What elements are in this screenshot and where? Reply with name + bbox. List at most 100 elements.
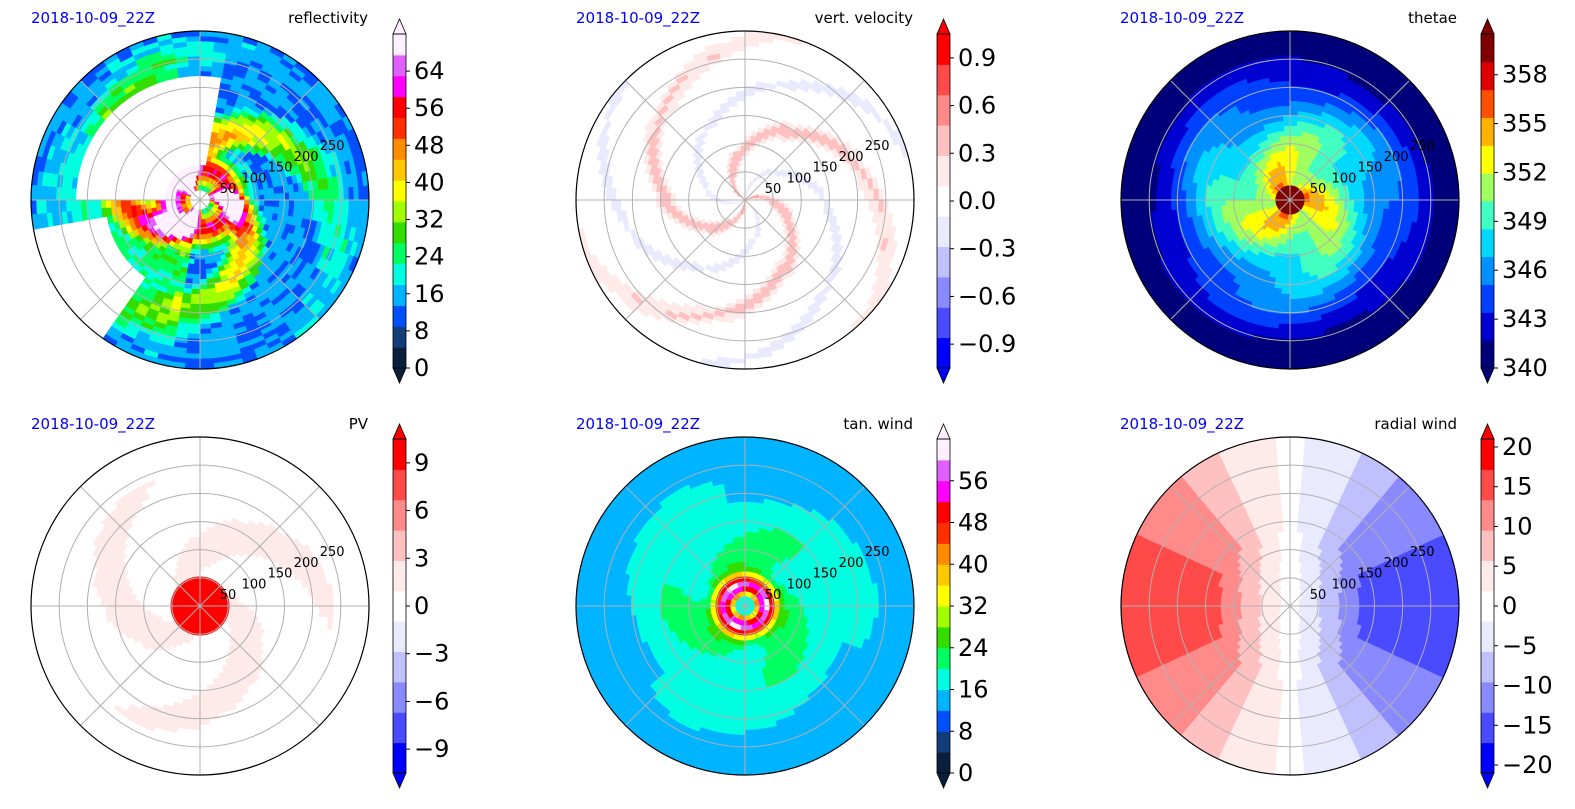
colorbar-segment (937, 480, 950, 503)
colorbar-tick-label: 358 (1502, 61, 1548, 89)
grid-spoke (1289, 80, 1410, 201)
colorbar-tick-label: 0.6 (958, 92, 996, 120)
grid-spoke (625, 199, 746, 320)
colorbar-segment (393, 242, 406, 265)
colorbar-segment (937, 585, 950, 607)
colorbar-tick-label: 24 (958, 634, 989, 662)
colorbar-segment (937, 337, 950, 369)
colorbar-tick-label: 48 (414, 131, 445, 159)
radial-tick-label: 100 (1332, 577, 1357, 592)
colorbar-tick-label: −20 (1502, 751, 1553, 779)
grid-spoke (744, 80, 865, 201)
colorbar-segment (393, 681, 406, 713)
grid-spoke (744, 605, 865, 726)
panel-title: reflectivity (288, 9, 368, 27)
colorbar-tick-label: 8 (414, 317, 429, 345)
radial-tick-label: 200 (839, 556, 864, 571)
timestamp-label: 2018-10-09_22Z (1120, 9, 1244, 28)
colorbar-segment (393, 439, 406, 470)
grid-spoke (625, 605, 746, 726)
colorbar-segment (393, 347, 406, 369)
colorbar-tick-label: 0.0 (958, 187, 996, 215)
colorbar-segment (1481, 89, 1494, 118)
colorbar-tick-label: 24 (414, 243, 445, 271)
radial-tick-label: 150 (813, 567, 838, 582)
colorbar-tick-label: −3 (414, 640, 449, 668)
colorbar-tick-label: 64 (414, 57, 445, 85)
colorbar-segment (1481, 530, 1494, 561)
radial-tick-label: 250 (865, 545, 890, 560)
colorbar-segment (937, 155, 950, 187)
colorbar-segment (393, 96, 406, 118)
colorbar-segment (393, 75, 406, 98)
radial-tick-label: 50 (765, 588, 782, 603)
colorbar-segment (393, 54, 406, 77)
grid-spoke (625, 80, 746, 201)
colorbar-segment (393, 469, 406, 501)
colorbar-tick-label: −6 (414, 687, 449, 715)
grid-spoke (199, 199, 320, 320)
colorbar-tick-label: 0 (414, 354, 429, 382)
colorbar-segment (1481, 256, 1494, 285)
radial-tick-label: 250 (320, 545, 345, 560)
timestamp-label: 2018-10-09_22Z (31, 9, 155, 28)
grid-spoke (1289, 486, 1410, 607)
colorbar-segment (1481, 173, 1494, 202)
colorbar-segment (1481, 439, 1494, 470)
colorbar-tick-label: −0.6 (958, 282, 1016, 310)
colorbar-segment (393, 138, 406, 160)
radial-tick-label: 100 (787, 577, 812, 592)
polar-grid (576, 437, 914, 775)
colorbar-tick-label: 340 (1502, 354, 1548, 382)
colorbar-segment (937, 689, 950, 711)
colorbar-segment (1481, 560, 1494, 592)
colorbar-segment (393, 326, 406, 348)
grid-spoke (80, 486, 201, 607)
colorbar-segment (393, 621, 406, 653)
panel-title: tan. wind (843, 415, 913, 433)
grid-spoke (744, 486, 865, 607)
colorbar-segment (393, 712, 406, 744)
polar-grid (576, 31, 914, 369)
polar-grid (31, 437, 369, 775)
timestamp-label: 2018-10-09_22Z (576, 9, 700, 28)
colorbar-tick-label: 20 (1502, 433, 1533, 461)
colorbar-segment (937, 439, 950, 461)
colorbar-extend-max (392, 17, 407, 35)
colorbar-tick-label: 40 (958, 550, 989, 578)
colorbar-segment (1481, 681, 1494, 713)
colorbar-segment (937, 626, 950, 649)
radial-tick-label: 200 (294, 150, 319, 165)
colorbar-tick-label: 32 (958, 592, 989, 620)
panel-title: vert. velocity (815, 9, 913, 27)
colorbar-tick-label: 346 (1502, 256, 1548, 284)
colorbar-extend-max (936, 17, 951, 35)
colorbar-segment (1481, 61, 1494, 91)
colorbar-segment (937, 668, 950, 690)
colorbar-segment (1481, 499, 1494, 531)
colorbar-tick-label: 355 (1502, 110, 1548, 138)
colorbar-tick-label: −5 (1502, 632, 1537, 660)
colorbar: −20 −15 −10 −5 0 5 10 15 20 (1480, 422, 1553, 790)
radial-tick-label: 250 (1410, 139, 1435, 154)
radial-tick-label: 200 (839, 150, 864, 165)
polar-frame (575, 30, 915, 370)
panel-title: radial wind (1374, 415, 1457, 433)
timestamp-label: 2018-10-09_22Z (31, 415, 155, 434)
colorbar-segment (1481, 712, 1494, 744)
grid-spoke (199, 486, 320, 607)
timestamp-label: 2018-10-09_22Z (1120, 415, 1244, 434)
colorbar-tick-label: −10 (1502, 672, 1553, 700)
radial-tick-label: 100 (242, 577, 267, 592)
colorbar-tick-label: 6 (414, 497, 429, 525)
colorbar-segment (1481, 340, 1494, 369)
colorbar-segment (393, 34, 406, 56)
grid-spoke (1170, 199, 1291, 320)
colorbar: 340 343 346 349 352 355 358 (1480, 17, 1548, 385)
colorbar-segment (937, 276, 950, 308)
colorbar-segment (1481, 117, 1494, 146)
grid-spoke (625, 486, 746, 607)
